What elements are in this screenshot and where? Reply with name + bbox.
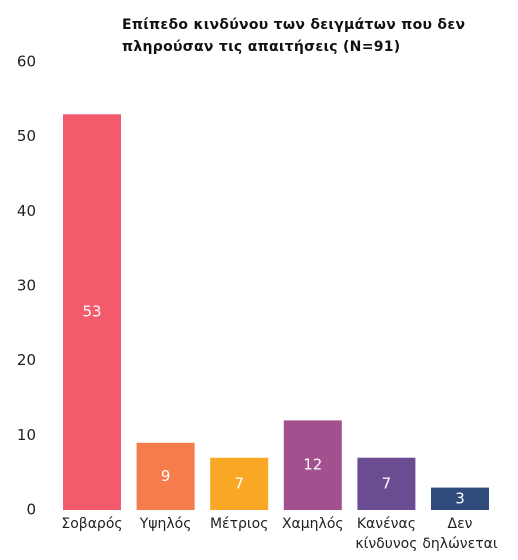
- y-tick-label: 40: [17, 202, 36, 220]
- data-label: 7: [382, 474, 392, 492]
- bar: [210, 457, 269, 510]
- bar: [283, 420, 342, 510]
- y-tick-label: 0: [26, 501, 36, 519]
- y-tick-label: 60: [17, 53, 36, 71]
- x-tick-label: Κανένας κίνδυνος: [355, 516, 418, 552]
- bar: [357, 457, 416, 510]
- x-tick-label: Δεν δηλώνεται: [422, 516, 498, 552]
- x-tick-label: Σοβαρός: [61, 516, 123, 532]
- data-label: 3: [455, 489, 465, 507]
- y-tick-label: 10: [17, 426, 36, 444]
- data-label: 12: [303, 456, 322, 474]
- data-label: 7: [234, 474, 244, 492]
- y-tick-label: 20: [17, 351, 36, 369]
- x-tick-label: Χαμηλός: [281, 516, 344, 532]
- bar: [63, 114, 121, 511]
- y-tick-label: 30: [17, 277, 36, 295]
- chart-title: Επίπεδο κινδύνου των δειγμάτων που δεν π…: [122, 17, 466, 55]
- bar: [136, 442, 195, 510]
- x-tick-label: Μέτριος: [209, 516, 269, 532]
- data-label: 53: [82, 303, 101, 321]
- bar: [431, 487, 489, 510]
- x-tick-label: Υψηλός: [139, 516, 192, 532]
- data-label: 9: [161, 467, 171, 485]
- y-tick-label: 50: [17, 127, 36, 145]
